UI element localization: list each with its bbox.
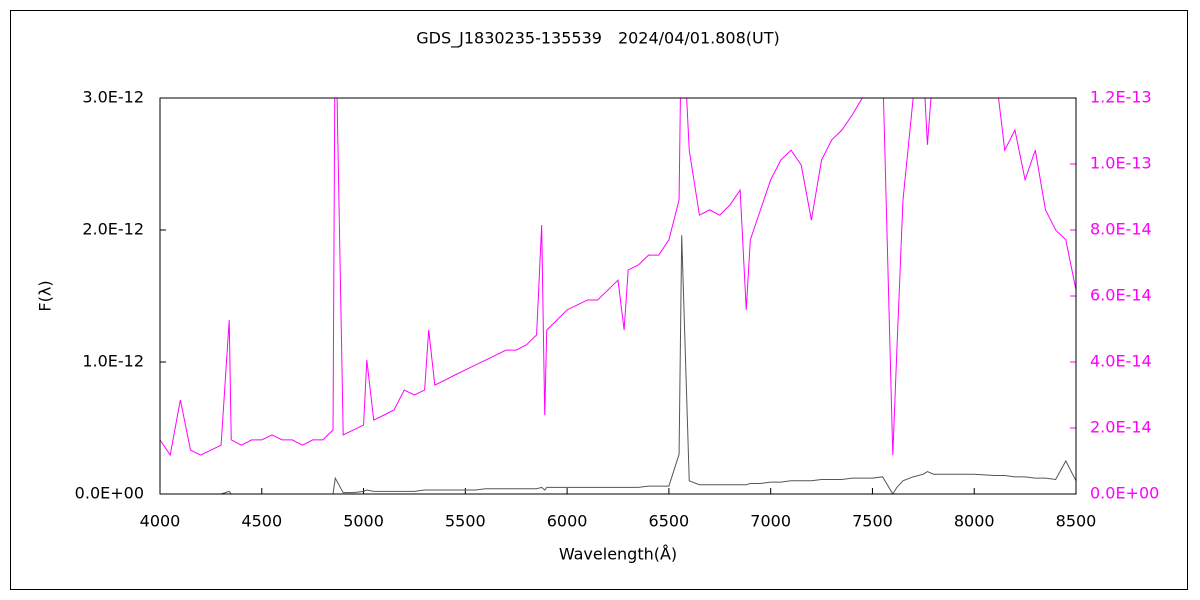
y2-tick-label: 2.0E-14 — [1090, 418, 1152, 437]
y-tick-label: 3.0E-12 — [82, 88, 144, 107]
x-tick-label: 6000 — [547, 512, 588, 531]
y2-tick-label: 8.0E-14 — [1090, 220, 1152, 239]
y2-tick-label: 0.0E+00 — [1090, 484, 1159, 503]
y-tick-label: 1.0E-12 — [82, 352, 144, 371]
x-tick-label: 7500 — [852, 512, 893, 531]
spectrum-line — [160, 235, 1076, 494]
plot-area — [159, 97, 1077, 495]
x-tick-label: 5500 — [445, 512, 486, 531]
x-tick-label: 8500 — [1056, 512, 1097, 531]
y-axis-label: F(λ) — [36, 280, 55, 311]
y2-tick-label: 1.0E-13 — [1090, 154, 1152, 173]
frame — [10, 10, 1188, 590]
x-axis-label: Wavelength(Å) — [559, 545, 677, 564]
x-tick-label: 5000 — [343, 512, 384, 531]
y-tick-label: 0.0E+00 — [75, 484, 144, 503]
x-tick-label: 4500 — [241, 512, 282, 531]
y2-tick-label: 4.0E-14 — [1090, 352, 1152, 371]
y2-tick-label: 1.2E-13 — [1090, 88, 1152, 107]
x-tick-label: 4000 — [140, 512, 181, 531]
x-tick-label: 6500 — [649, 512, 690, 531]
y2-tick-label: 6.0E-14 — [1090, 286, 1152, 305]
x-tick-label: 7000 — [750, 512, 791, 531]
spectrum-line — [160, 98, 1076, 457]
chart-title: GDS_J1830235-135539 2024/04/01.808(UT) — [416, 29, 780, 49]
x-tick-label: 8000 — [954, 512, 995, 531]
y-tick-label: 2.0E-12 — [82, 220, 144, 239]
